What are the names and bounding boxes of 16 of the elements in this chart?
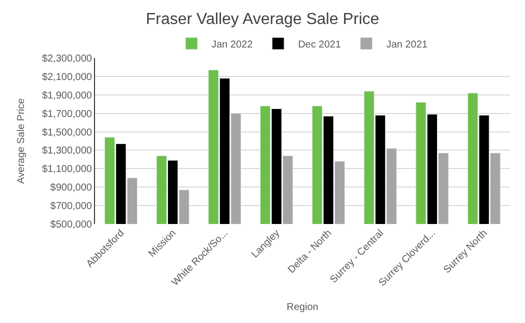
y-tick-label: $700,000 — [50, 201, 92, 212]
y-tick-label: $900,000 — [50, 182, 92, 194]
y-tick-label: $1,500,000 — [42, 127, 92, 138]
chart-title: Fraser Valley Average Sale Price — [146, 11, 380, 28]
y-tick-label: $1,300,000 — [42, 146, 92, 157]
y-tick-label: $2,100,000 — [42, 72, 92, 83]
x-axis-title: Region — [286, 302, 318, 314]
legend-label: Jan 2022 — [212, 39, 254, 50]
y-tick-label: $1,900,000 — [42, 90, 92, 102]
y-tick-label: $500,000 — [50, 220, 92, 230]
y-tick-label: $1,100,000 — [42, 164, 92, 176]
legend-label: Jan 2021 — [386, 39, 428, 50]
legend-label: Dec 2021 — [298, 39, 342, 50]
y-tick-label: $2,300,000 — [42, 54, 92, 64]
y-axis-title: Average Sale Price — [16, 98, 27, 184]
y-tick-label: $1,700,000 — [42, 108, 92, 120]
